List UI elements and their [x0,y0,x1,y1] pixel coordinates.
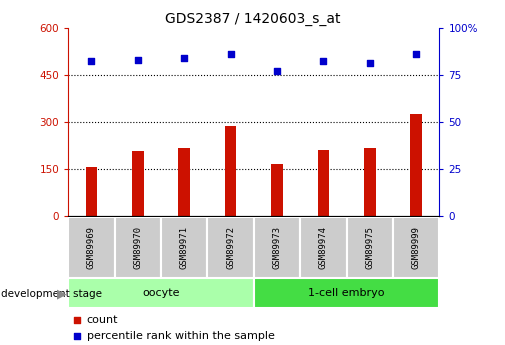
Text: GSM89969: GSM89969 [87,226,96,269]
Bar [68,278,254,308]
Bar [318,150,329,216]
Bar [271,164,283,216]
Bar [178,148,190,216]
Bar [254,278,439,308]
Point [227,51,235,57]
Point [180,55,188,60]
Point [412,51,420,57]
Point [273,68,281,73]
Point [73,334,81,339]
Bar [254,217,300,278]
Text: GSM89975: GSM89975 [365,226,374,269]
Text: ▶: ▶ [57,287,67,300]
Bar [364,148,376,216]
Bar [225,126,236,216]
Text: development stage: development stage [1,289,102,299]
Point [73,317,81,323]
Text: percentile rank within the sample: percentile rank within the sample [87,332,275,341]
Bar [300,217,346,278]
Text: oocyte: oocyte [142,288,180,298]
Text: GSM89974: GSM89974 [319,226,328,269]
Text: GDS2387 / 1420603_s_at: GDS2387 / 1420603_s_at [165,12,340,26]
Bar [115,217,161,278]
Bar [393,217,439,278]
Point [87,59,95,64]
Text: GSM89972: GSM89972 [226,226,235,269]
Text: count: count [87,315,118,325]
Bar [346,217,393,278]
Text: GSM89999: GSM89999 [412,226,421,269]
Bar [68,217,115,278]
Text: GSM89971: GSM89971 [180,226,189,269]
Point [319,59,327,64]
Bar [85,167,97,216]
Bar [411,114,422,216]
Text: 1-cell embryo: 1-cell embryo [309,288,385,298]
Bar [132,151,143,216]
Point [134,57,142,62]
Point [366,61,374,66]
Bar [208,217,254,278]
Bar [161,217,208,278]
Text: GSM89970: GSM89970 [133,226,142,269]
Text: GSM89973: GSM89973 [273,226,281,269]
